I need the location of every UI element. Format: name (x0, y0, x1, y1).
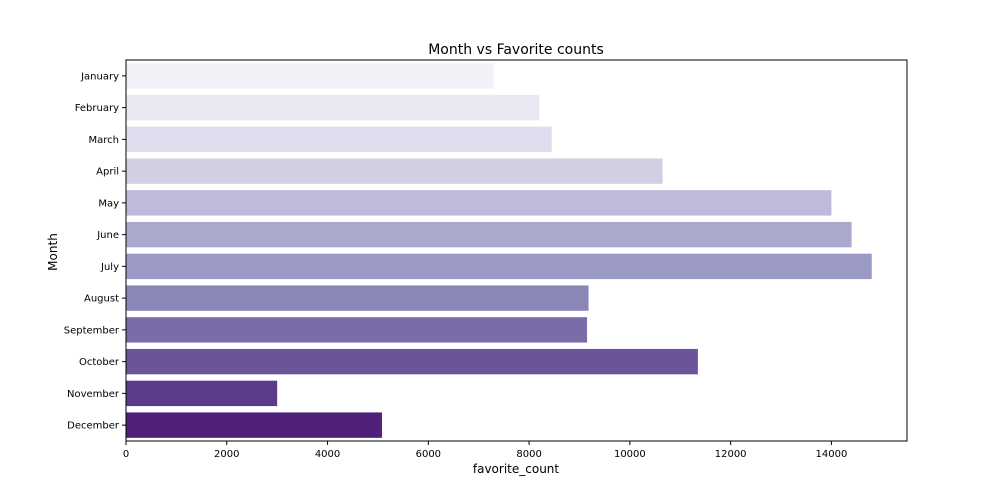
x-tick-label: 14000 (816, 449, 848, 460)
chart-title: Month vs Favorite counts (428, 42, 604, 58)
bar-january (126, 63, 494, 89)
y-axis-label: Month (46, 233, 60, 271)
x-tick-label: 6000 (416, 449, 441, 460)
bar-june (126, 221, 852, 248)
x-axis-ticks: 0 2000 4000 6000 8000 10000 12000 14000 (123, 441, 848, 460)
bar-february (126, 94, 540, 121)
x-tick-label: 12000 (715, 449, 747, 460)
y-tick-label: June (96, 230, 119, 241)
y-axis-ticks: January February March April May June July Augu… (64, 71, 126, 432)
bar-november (126, 380, 278, 407)
y-tick-label: January (80, 71, 119, 82)
y-tick-label: April (96, 167, 119, 178)
bar-september (126, 317, 588, 343)
x-tick-label: 10000 (614, 449, 646, 460)
x-tick-label: 4000 (315, 449, 340, 460)
y-tick-label: October (79, 357, 120, 368)
x-tick-label: 8000 (516, 449, 541, 460)
bar-april (126, 158, 663, 184)
y-tick-label: February (75, 103, 119, 114)
bar-august (126, 285, 589, 311)
y-tick-label: May (98, 198, 119, 209)
x-tick-label: 0 (123, 449, 129, 460)
x-axis-label: favorite_count (473, 462, 560, 476)
bar-october (126, 348, 698, 375)
bar-july (126, 253, 872, 280)
bar-may (126, 190, 832, 216)
y-tick-label: November (67, 389, 120, 400)
bar-march (126, 126, 552, 153)
y-tick-label: March (89, 135, 119, 146)
y-tick-label: December (67, 421, 120, 432)
plot-frame (125, 59, 908, 442)
y-tick-label: July (100, 262, 119, 273)
bar-december (126, 412, 382, 438)
y-tick-label: August (84, 294, 119, 305)
bar-group (126, 63, 872, 438)
y-tick-label: September (64, 325, 120, 336)
x-tick-label: 2000 (214, 449, 239, 460)
